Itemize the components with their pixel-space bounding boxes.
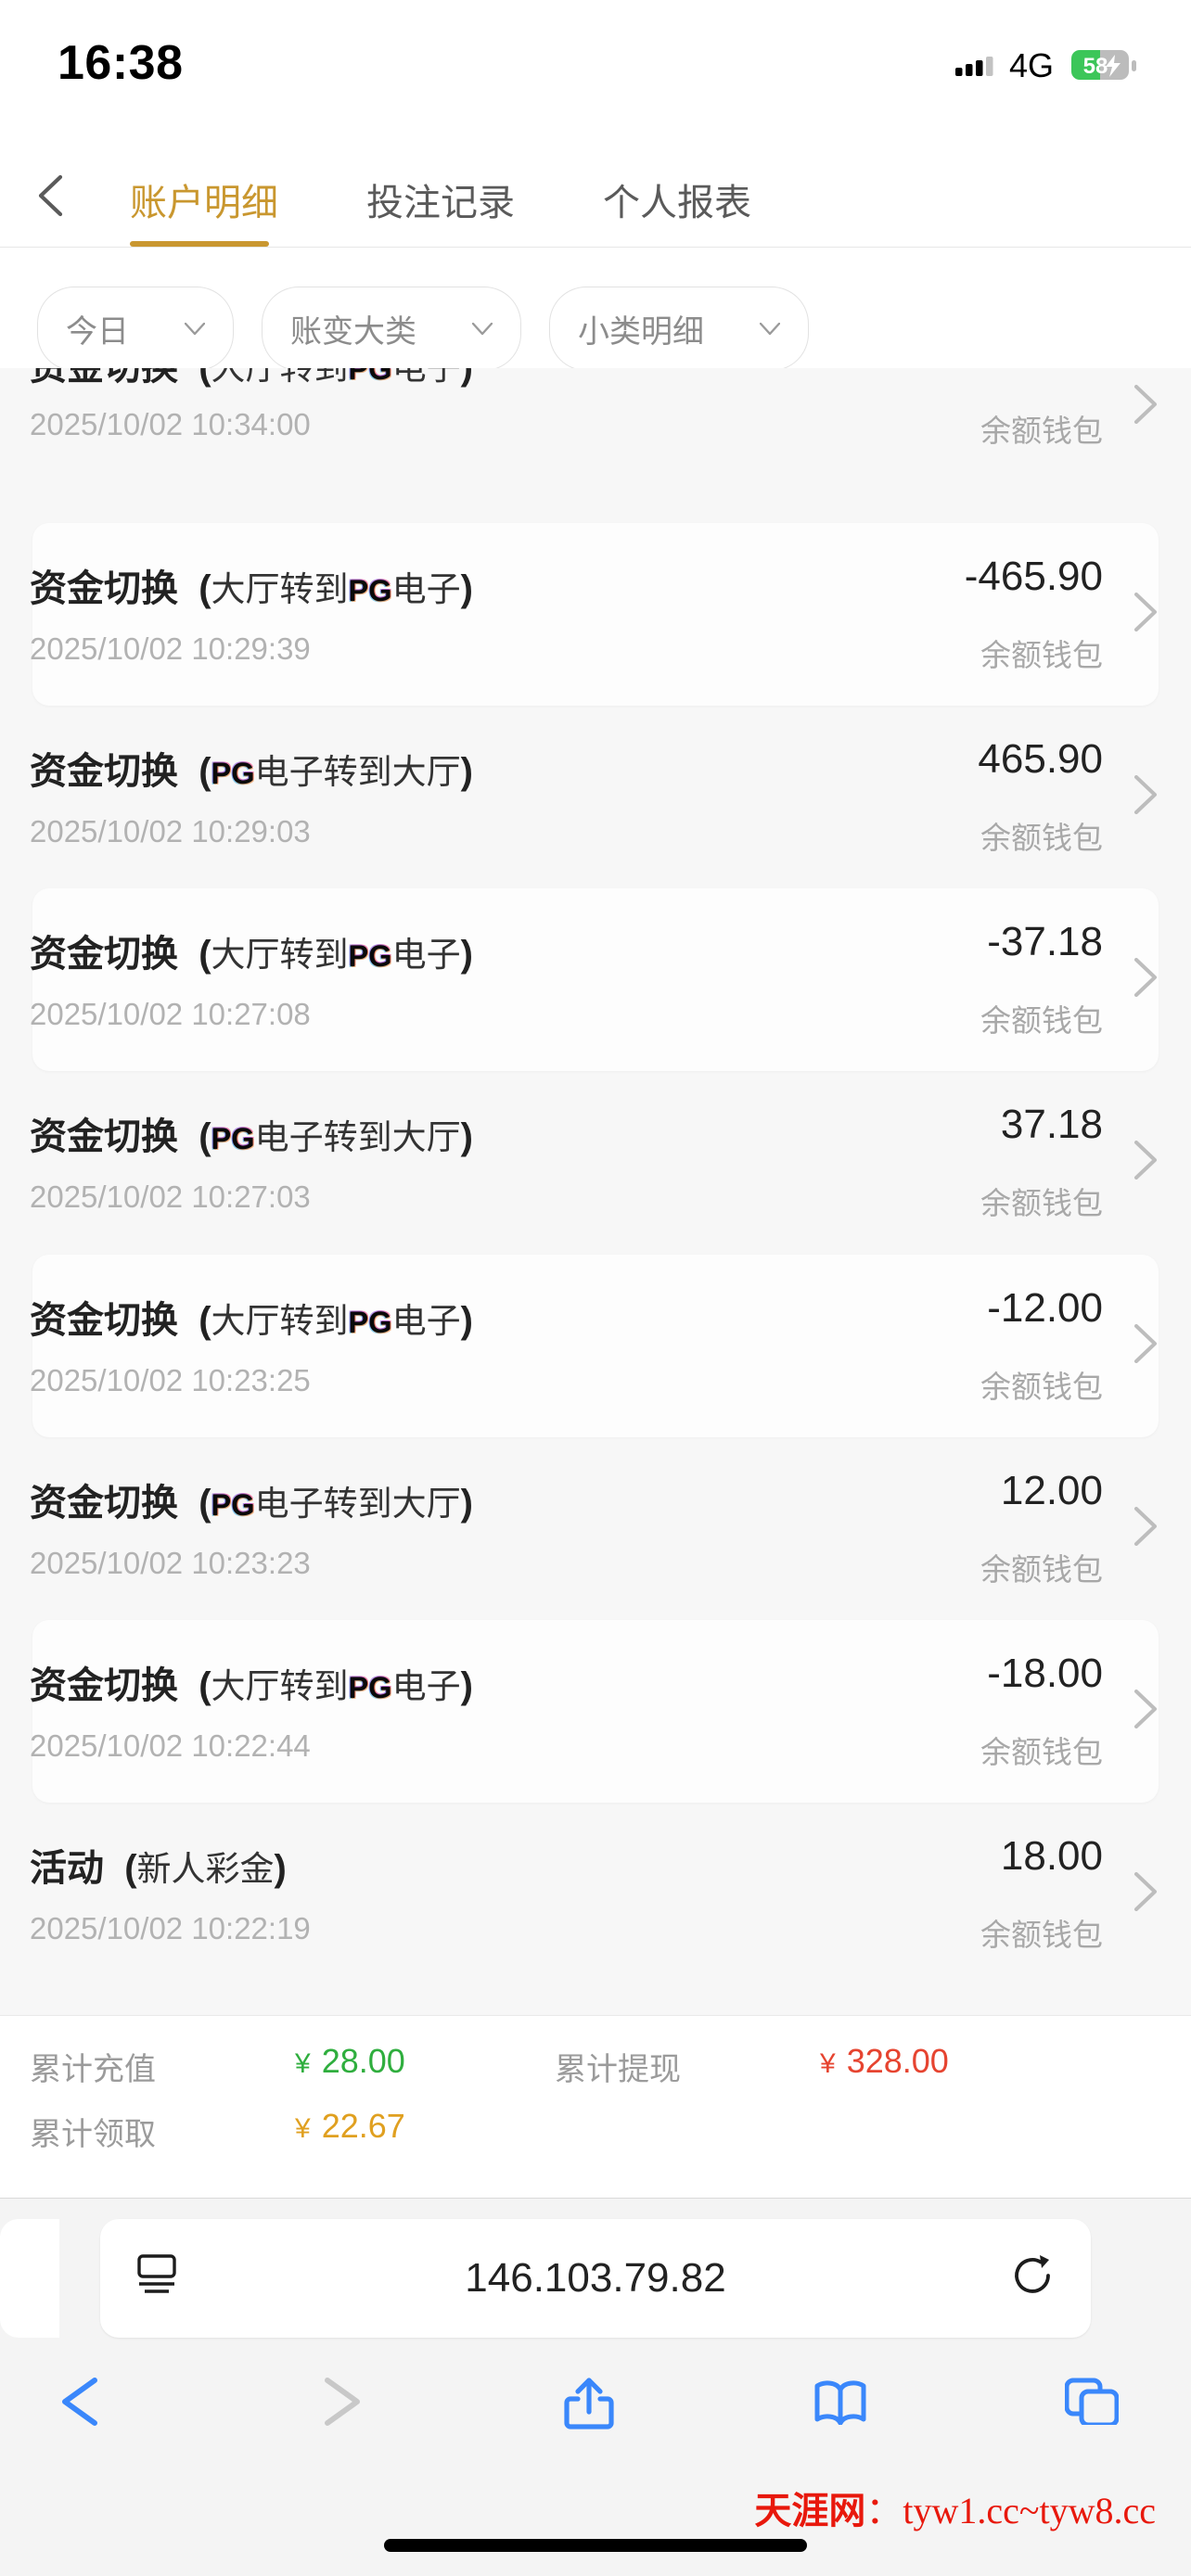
svg-text:58: 58 <box>1083 54 1108 79</box>
